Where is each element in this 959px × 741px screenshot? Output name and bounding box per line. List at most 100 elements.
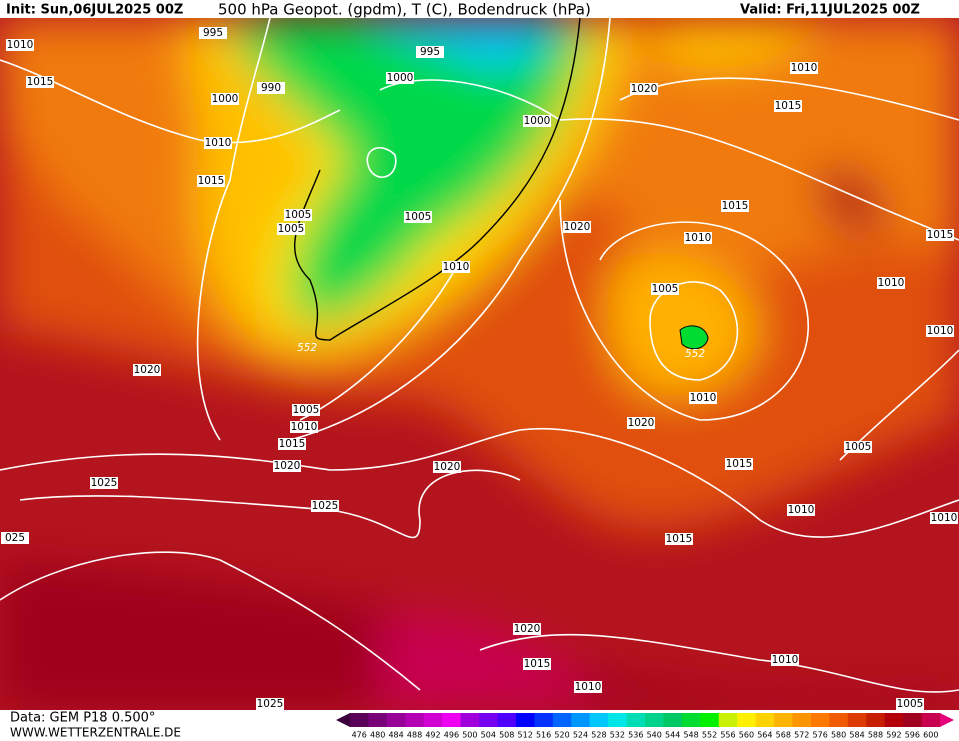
colorbar-label: 508 — [499, 731, 514, 740]
label-box — [523, 115, 551, 127]
label-box — [433, 461, 461, 473]
colorbar-label: 492 — [425, 731, 440, 740]
label-box — [133, 364, 161, 376]
colorbar-swatch — [681, 713, 701, 727]
isobar-label: 1010 — [772, 654, 799, 666]
colorbar-swatch — [608, 713, 628, 727]
colorbar-swatch — [884, 713, 904, 727]
data-source: Data: GEM P18 0.500° — [10, 711, 155, 726]
init-time: Init: Sun,06JUL2025 00Z — [6, 3, 183, 18]
isobar-label: 552 — [685, 348, 705, 360]
colorbar-label: 592 — [886, 731, 901, 740]
colorbar-swatch — [792, 713, 812, 727]
isobar-label: 1005 — [652, 283, 679, 295]
label-box — [627, 417, 655, 429]
label-box — [774, 100, 802, 112]
isobar-label: 1010 — [931, 512, 958, 524]
label-box — [256, 698, 284, 710]
isobar-label: 1015 — [775, 100, 802, 112]
isobar-label: 1010 — [927, 325, 954, 337]
label-box — [787, 504, 815, 516]
colorbar-label: 600 — [923, 731, 938, 740]
isobar-label: 1015 — [722, 200, 749, 212]
isobar-label: 1010 — [205, 137, 232, 149]
isobar-label: 1010 — [878, 277, 905, 289]
label-box — [684, 232, 712, 244]
valid-time: Valid: Fri,11JUL2025 00Z — [740, 3, 920, 18]
colorbar-swatch — [645, 713, 664, 727]
colorbar-label: 572 — [794, 731, 809, 740]
isobar-label: 025 — [5, 532, 25, 544]
colorbar-label: 516 — [536, 731, 551, 740]
label-box — [1, 532, 29, 544]
isobar-label: 1015 — [198, 175, 225, 187]
colorbar-swatch — [386, 713, 406, 727]
colorbar-swatch — [589, 713, 609, 727]
colorbar-arrow — [336, 713, 350, 727]
isobar-label: 1005 — [278, 223, 305, 235]
colorbar-swatch — [737, 713, 757, 727]
label-box — [930, 512, 958, 524]
label-box — [278, 438, 306, 450]
colorbar-swatch — [755, 713, 775, 727]
isobar-label: 990 — [261, 82, 281, 94]
label-box — [442, 261, 470, 273]
label-box — [416, 46, 444, 58]
isobar-label: 1025 — [257, 698, 284, 710]
isobar-label: 1010 — [7, 39, 34, 51]
colorbar-label: 480 — [370, 731, 385, 740]
colorbar-label: 576 — [813, 731, 828, 740]
isobar-label: 995 — [203, 27, 223, 39]
colorbar-label: 520 — [554, 731, 569, 740]
label-box — [563, 221, 591, 233]
label-box — [725, 458, 753, 470]
colorbar-swatch — [368, 713, 388, 727]
label-box — [630, 83, 658, 95]
isobar-label: 1010 — [685, 232, 712, 244]
isobar-label: 1015 — [279, 438, 306, 450]
isobar-label: 1000 — [524, 115, 551, 127]
isobar-label: 1005 — [285, 209, 312, 221]
colorbar: 476 480 484 488 492 496 500 504 508 512 516 520 524 5… — [336, 713, 954, 740]
label-box — [292, 404, 320, 416]
isobar-label: 995 — [420, 46, 440, 58]
colorbar-label: 536 — [628, 731, 643, 740]
label-box — [926, 229, 954, 241]
label-box — [926, 325, 954, 337]
colorbar-swatch — [405, 713, 425, 727]
colorbar-swatch — [460, 713, 480, 727]
label-box — [651, 283, 679, 295]
colorbar-label: 484 — [388, 731, 403, 740]
colorbar-swatch — [423, 713, 443, 727]
isobar-label: 1015 — [27, 76, 54, 88]
colorbar-label: 504 — [481, 731, 496, 740]
map-title: 500 hPa Geopot. (gpdm), T (C), Bodendruc… — [218, 1, 591, 19]
label-box — [665, 533, 693, 545]
colorbar-swatch — [534, 713, 554, 727]
isobar-label: 1000 — [387, 72, 414, 84]
site: WWW.WETTERZENTRALE.DE — [10, 726, 181, 740]
colorbar-label: 544 — [665, 731, 680, 740]
isobar-label: 1020 — [628, 417, 655, 429]
label-box — [90, 477, 118, 489]
label-box — [513, 623, 541, 635]
isobar-label: 1020 — [434, 461, 461, 473]
label-box — [257, 82, 285, 94]
colorbar-swatch — [626, 713, 646, 727]
isobar-label: 1015 — [726, 458, 753, 470]
colorbar-label: 496 — [444, 731, 459, 740]
label-box — [689, 392, 717, 404]
isobar-label: 1020 — [134, 364, 161, 376]
colorbar-swatch — [700, 713, 720, 727]
colorbar-label: 584 — [849, 731, 864, 740]
label-box — [771, 654, 799, 666]
label-box — [877, 277, 905, 289]
colorbar-label: 488 — [407, 731, 422, 740]
colorbar-label: 596 — [905, 731, 920, 740]
colorbar-swatch — [571, 713, 591, 727]
colorbar-label: 568 — [776, 731, 791, 740]
label-box — [277, 223, 305, 235]
colorbar-label: 524 — [573, 731, 588, 740]
colorbar-label: 560 — [739, 731, 754, 740]
